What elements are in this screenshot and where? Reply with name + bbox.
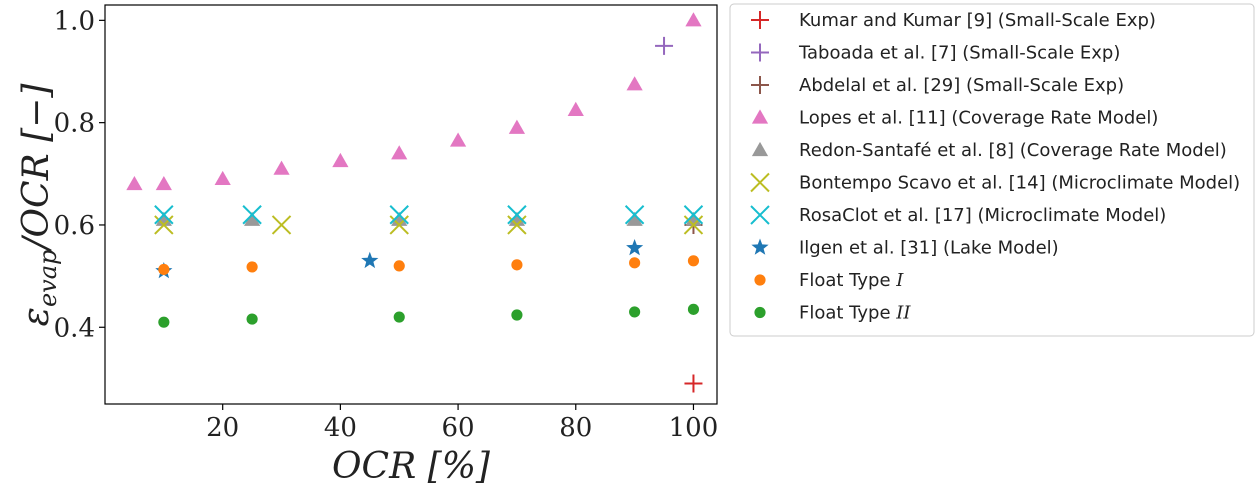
legend-entry-math: I xyxy=(895,270,904,291)
data-point xyxy=(394,311,405,322)
legend-entry: Taboada et al. [7] (Small-Scale Exp) xyxy=(798,43,1120,64)
data-point xyxy=(629,257,640,268)
legend-entry: Float Type II xyxy=(799,303,911,324)
plot-area xyxy=(105,5,717,404)
y-axis-label-sub: evap xyxy=(34,250,62,307)
legend-entry: Redon-Santafé et al. [8] (Coverage Rate … xyxy=(799,140,1227,161)
x-axis-label: OCR [%] xyxy=(332,446,491,487)
legend-entry-text: Float Type xyxy=(799,270,896,291)
legend-entry: Bontempo Scavo et al. [14] (Microclimate… xyxy=(799,173,1240,194)
legend-entry: RosaClot et al. [17] (Microclimate Model… xyxy=(799,205,1166,226)
x-tick-label: 40 xyxy=(324,413,357,443)
data-point xyxy=(158,264,169,275)
legend-entry-text: Float Type xyxy=(799,303,896,324)
legend-entry: Abdelal et al. [29] (Small-Scale Exp) xyxy=(799,75,1124,96)
y-tick-label: 1.0 xyxy=(54,6,95,36)
legend-marker xyxy=(754,274,765,285)
x-tick-label: 20 xyxy=(206,413,239,443)
legend-entry-math: II xyxy=(895,303,911,324)
data-point xyxy=(688,255,699,266)
data-point xyxy=(688,304,699,315)
data-point xyxy=(511,309,522,320)
data-point xyxy=(247,314,258,325)
data-point xyxy=(247,261,258,272)
y-axis-label-main: ε xyxy=(16,307,57,326)
legend-entry: Lopes et al. [11] (Coverage Rate Model) xyxy=(799,108,1158,129)
legend: Kumar and Kumar [9] (Small-Scale Exp) Tab… xyxy=(730,4,1254,336)
data-point xyxy=(629,306,640,317)
y-tick-label: 0.6 xyxy=(54,211,95,241)
legend-entry: Ilgen et al. [31] (Lake Model) xyxy=(799,238,1059,259)
y-tick-label: 0.4 xyxy=(54,313,95,343)
data-point xyxy=(394,260,405,271)
legend-marker xyxy=(754,307,765,318)
legend-entry: Float Type I xyxy=(799,270,904,291)
data-point xyxy=(511,259,522,270)
data-point xyxy=(158,317,169,328)
y-axis-label-rest: /OCR [−] xyxy=(16,83,57,253)
x-tick-label: 100 xyxy=(669,413,719,443)
x-tick-label: 80 xyxy=(559,413,592,443)
y-tick-label: 0.8 xyxy=(54,109,95,139)
y-axis-label: εevap/OCR [−] xyxy=(16,83,62,327)
x-tick-label: 60 xyxy=(442,413,475,443)
legend-entry: Kumar and Kumar [9] (Small-Scale Exp) xyxy=(799,10,1156,31)
